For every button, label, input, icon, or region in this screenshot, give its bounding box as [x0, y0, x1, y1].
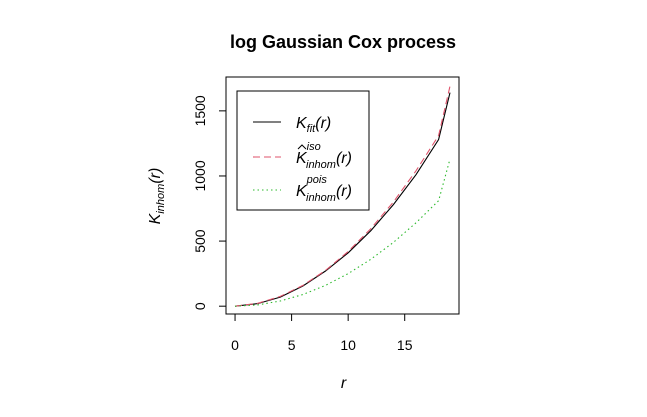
legend-hat-iso — [297, 144, 307, 150]
legend-main-iso: K — [296, 150, 308, 167]
legend-arg-pois: (r) — [336, 183, 352, 200]
y-tick-label: 1500 — [192, 95, 208, 126]
x-tick-label: 0 — [231, 337, 239, 353]
legend-sub-pois: inhom — [306, 192, 336, 204]
series-line-iso — [234, 85, 451, 307]
x-axis-label: r — [341, 375, 347, 392]
y-tick-label: 1000 — [192, 160, 208, 191]
legend-sub-iso: inhom — [306, 159, 336, 171]
legend-arg-fit: (r) — [315, 115, 331, 132]
y-tick-label: 500 — [192, 229, 208, 253]
legend-main-fit: K — [296, 115, 308, 132]
legend-sup-pois: pois — [306, 174, 328, 186]
x-tick-label: 10 — [340, 337, 356, 353]
x-axis-label-main: r — [341, 375, 347, 392]
y-tick-label: 0 — [192, 302, 208, 310]
y-axis-label-sub: inhom — [155, 184, 167, 214]
legend-label-iso: Kiso inhom(r) — [296, 141, 352, 171]
x-tick-label: 5 — [288, 337, 296, 353]
y-axis-label-arg: (r) — [147, 168, 164, 184]
legend-sup-iso: iso — [307, 141, 321, 153]
x-tick-label: 15 — [397, 337, 413, 353]
y-axis-label: Kinhom(r) — [147, 168, 167, 225]
legend-label-fit: Kfit(r) — [296, 115, 331, 135]
plot-frame — [225, 76, 460, 315]
legend: Kfit(r)Kiso inhom(r)Kpois inhom(r) — [236, 90, 370, 211]
legend-sub-fit: fit — [307, 123, 317, 135]
legend-main-pois: K — [296, 183, 308, 200]
y-axis-label-main: K — [147, 212, 164, 224]
legend-label-pois: Kpois inhom(r) — [296, 174, 352, 204]
chart-title: log Gaussian Cox process — [230, 32, 456, 52]
legend-arg-iso: (r) — [336, 150, 352, 167]
